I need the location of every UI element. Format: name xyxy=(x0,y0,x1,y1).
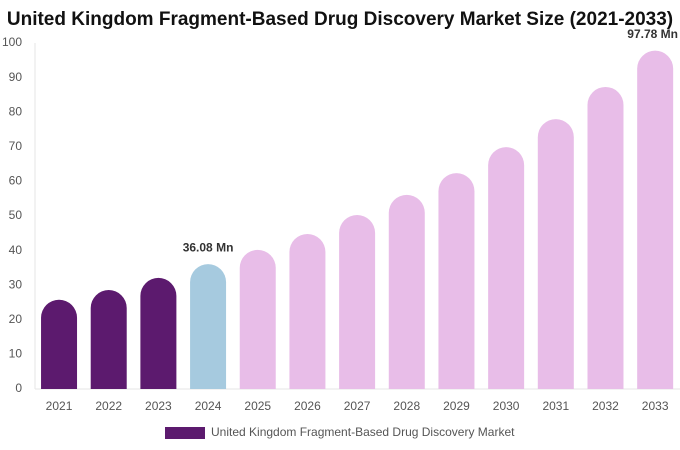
x-tick-label: 2030 xyxy=(493,399,520,413)
bar xyxy=(339,214,376,389)
y-tick-label: 70 xyxy=(9,139,23,153)
y-tick-label: 20 xyxy=(9,312,23,326)
bar xyxy=(190,264,227,389)
bar xyxy=(90,290,127,389)
bar xyxy=(239,249,276,389)
bar xyxy=(488,147,525,389)
bar xyxy=(388,194,425,389)
x-tick-label: 2021 xyxy=(46,399,73,413)
x-tick-label: 2032 xyxy=(592,399,619,413)
bar xyxy=(438,173,475,389)
y-tick-label: 30 xyxy=(9,277,23,291)
x-tick-label: 2024 xyxy=(195,399,222,413)
x-tick-label: 2023 xyxy=(145,399,172,413)
bar xyxy=(41,299,78,389)
x-tick-label: 2027 xyxy=(344,399,371,413)
x-tick-label: 2026 xyxy=(294,399,321,413)
chart-title: United Kingdom Fragment-Based Drug Disco… xyxy=(7,9,673,30)
y-tick-label: 60 xyxy=(9,174,23,188)
x-tick-label: 2028 xyxy=(393,399,420,413)
bar xyxy=(289,233,326,389)
y-tick-label: 50 xyxy=(9,208,23,222)
data-label: 36.08 Mn xyxy=(183,240,234,254)
x-tick-label: 2031 xyxy=(542,399,569,413)
x-tick-label: 2022 xyxy=(95,399,122,413)
y-tick-label: 80 xyxy=(9,104,23,118)
y-tick-label: 100 xyxy=(2,35,22,49)
legend-swatch xyxy=(165,427,205,439)
data-label: 97.78 Mn xyxy=(627,27,678,41)
x-tick-label: 2029 xyxy=(443,399,470,413)
x-tick-label: 2033 xyxy=(642,399,669,413)
bar xyxy=(140,277,177,389)
legend-label: United Kingdom Fragment-Based Drug Disco… xyxy=(211,425,515,439)
y-tick-label: 40 xyxy=(9,243,23,257)
bar xyxy=(637,50,674,389)
bar xyxy=(537,119,574,389)
y-tick-label: 90 xyxy=(9,70,23,84)
y-tick-label: 10 xyxy=(9,347,23,361)
y-tick-label: 0 xyxy=(15,381,22,395)
x-tick-label: 2025 xyxy=(244,399,271,413)
bar xyxy=(587,86,624,389)
